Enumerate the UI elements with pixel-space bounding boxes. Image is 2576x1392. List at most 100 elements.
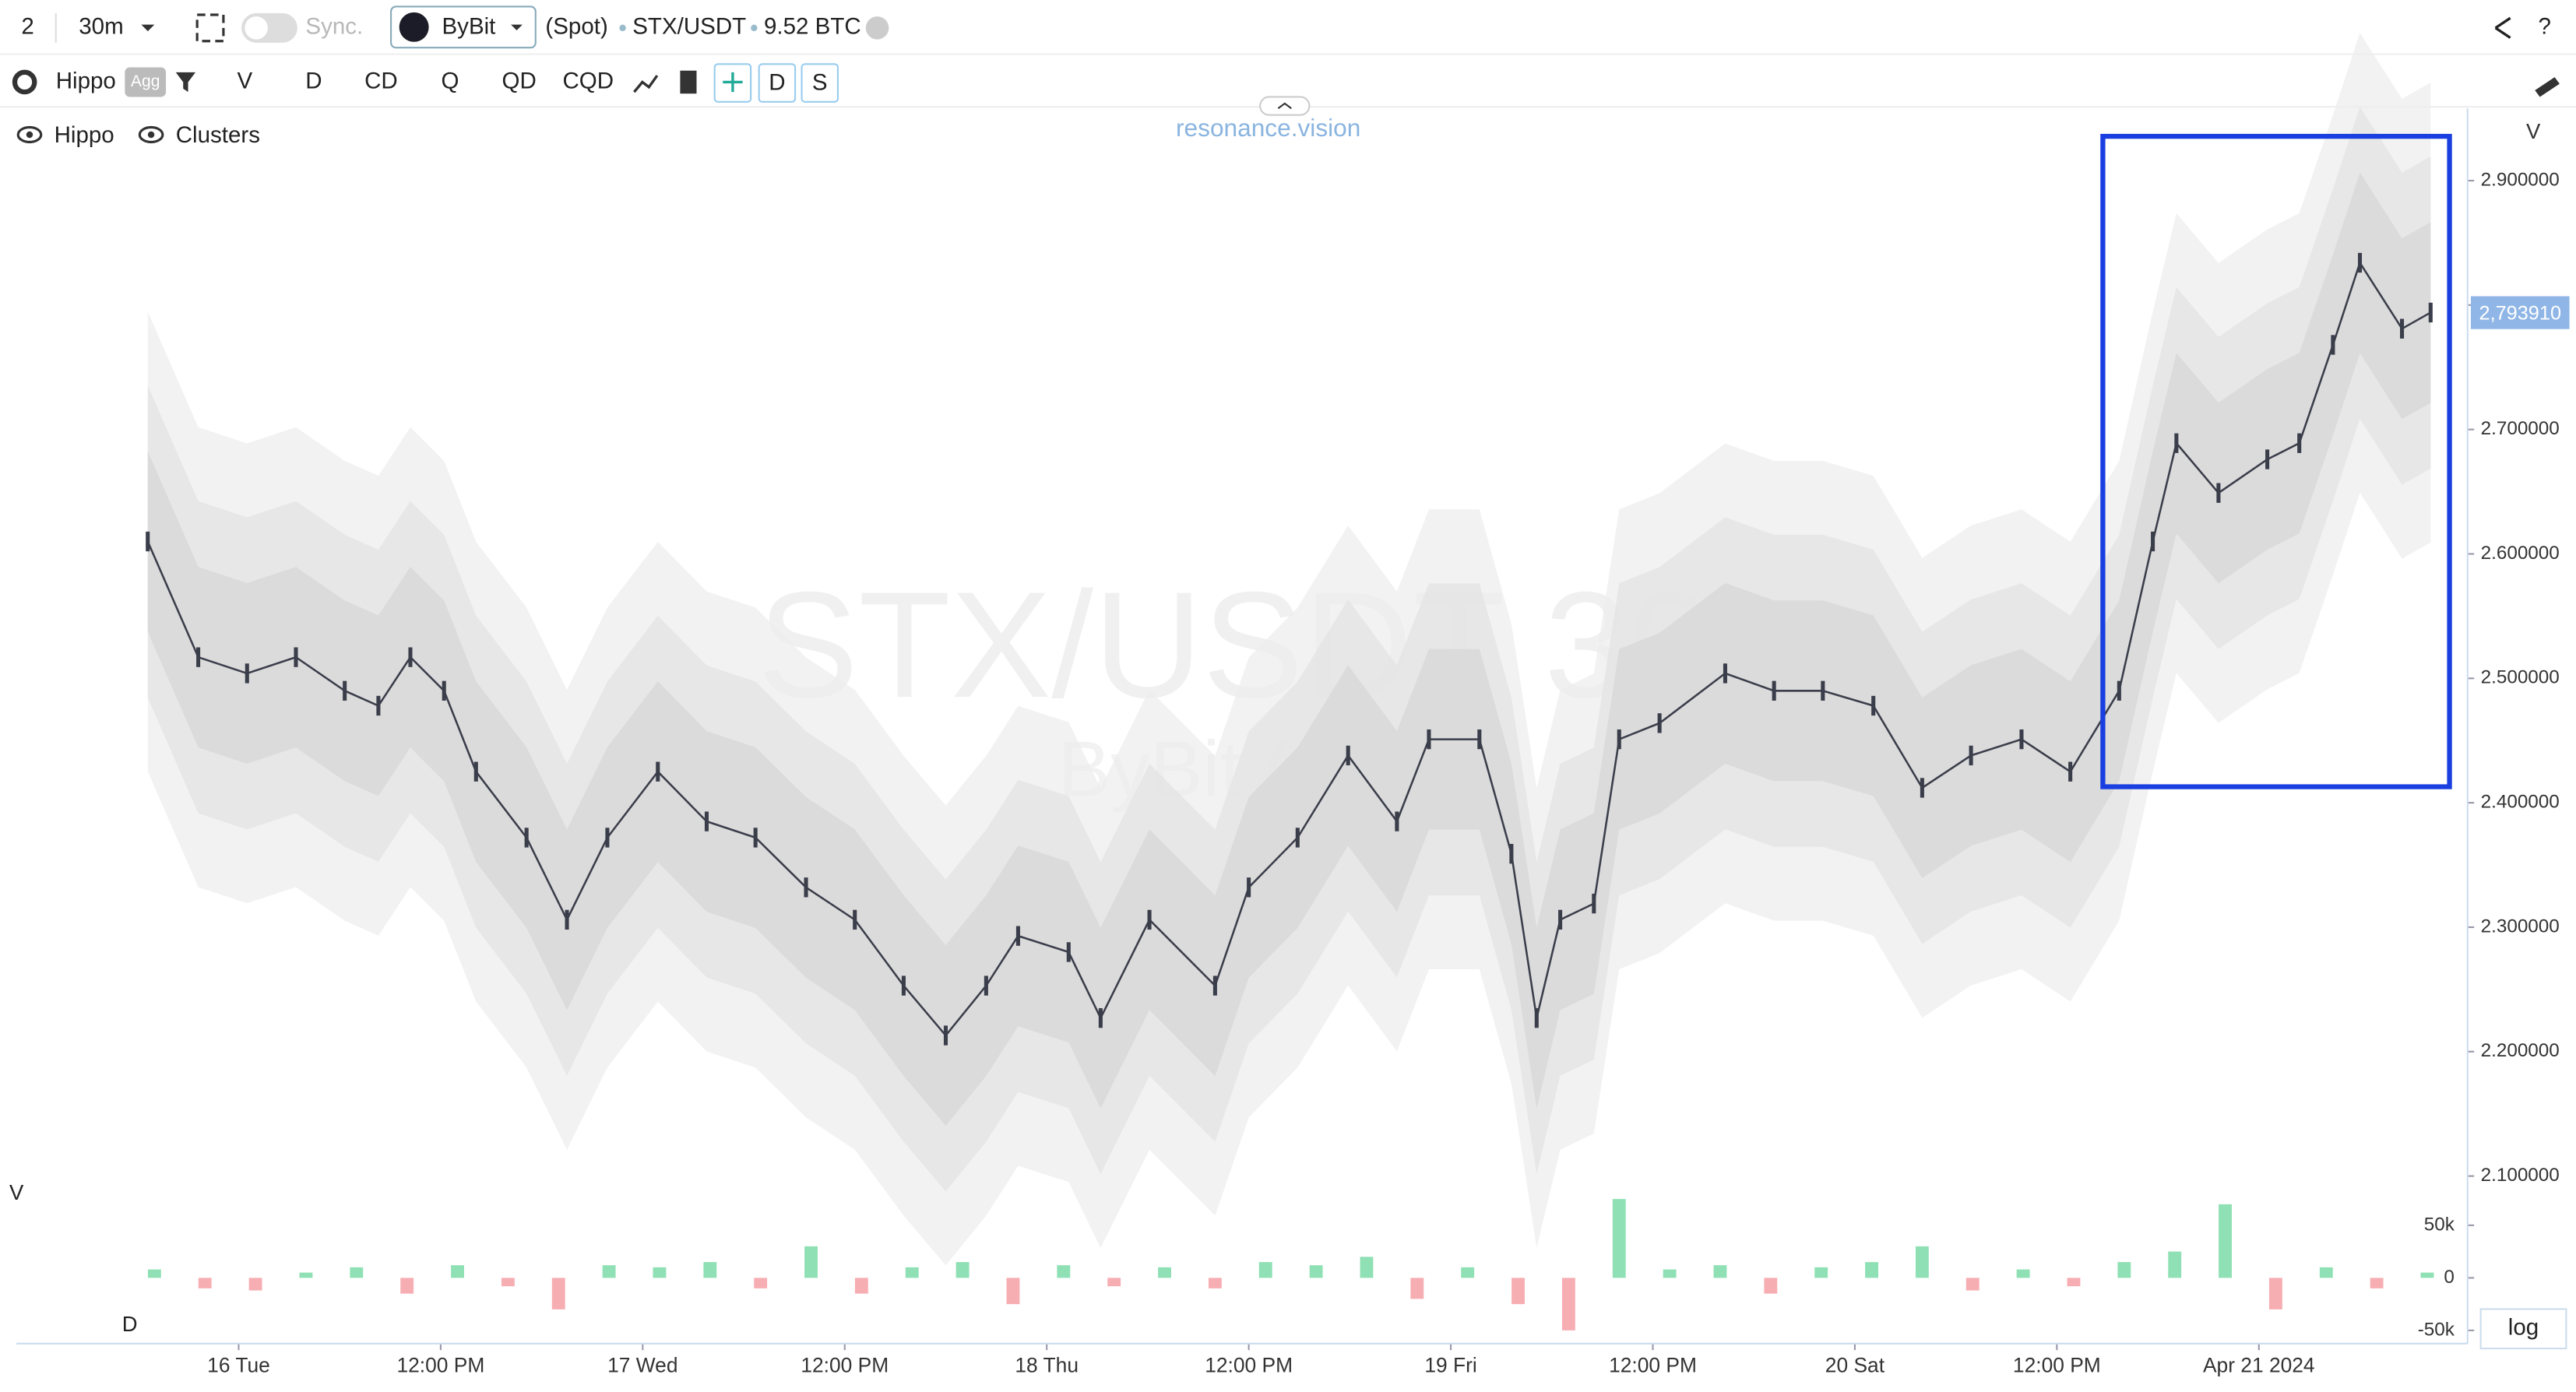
symbol: STX/USDT xyxy=(632,14,746,40)
interval-select[interactable]: 30m xyxy=(79,14,123,40)
help-button[interactable]: ? xyxy=(2538,14,2550,40)
log-button[interactable] xyxy=(2479,1308,2567,1350)
dot xyxy=(619,24,626,32)
delta-bar xyxy=(1663,1269,1677,1278)
delta-bar xyxy=(905,1267,919,1278)
price-point xyxy=(196,647,201,667)
ruler-icon[interactable] xyxy=(2535,77,2560,97)
caret xyxy=(141,24,155,32)
delta-bar xyxy=(2067,1278,2081,1287)
price-point xyxy=(1920,778,1924,798)
legend-item[interactable]: Hippo xyxy=(55,122,114,148)
y-tick-label: 2.900000 xyxy=(2481,169,2560,190)
exchange-logo xyxy=(399,12,429,42)
toggle-button[interactable] xyxy=(801,63,839,103)
price-point xyxy=(2265,449,2270,469)
legend-item[interactable]: Clusters xyxy=(176,122,260,148)
y-tick-label: 0 xyxy=(2444,1267,2454,1288)
toolbar-button[interactable]: CQD xyxy=(562,68,614,93)
price-point xyxy=(1617,729,1621,750)
delta-bar xyxy=(1814,1267,1828,1278)
price-point xyxy=(1558,909,1563,930)
x-tick-label: 12:00 PM xyxy=(2013,1353,2101,1376)
price-point xyxy=(2297,433,2302,453)
indicator-name: Hippo xyxy=(56,68,116,93)
price-point xyxy=(2357,252,2363,273)
price-point xyxy=(442,680,446,701)
y-tick-label: 2.700000 xyxy=(2481,418,2560,439)
delta-bar xyxy=(2319,1267,2333,1278)
agg-label: Agg xyxy=(131,72,160,90)
settings-icon[interactable] xyxy=(12,69,37,95)
document-icon[interactable] xyxy=(680,70,697,94)
price-point xyxy=(1098,1007,1103,1028)
exchange-select[interactable] xyxy=(390,5,537,49)
y-tick-label: 2.500000 xyxy=(2481,667,2560,688)
button-group: V D CD Q QD CQD D S xyxy=(238,63,839,103)
layout-button[interactable]: 2 xyxy=(21,14,33,40)
price-point xyxy=(1247,877,1251,898)
price-point xyxy=(1821,680,1825,701)
eye-pupil xyxy=(147,131,155,139)
delta-bar xyxy=(1764,1278,1778,1294)
price-point xyxy=(2331,335,2335,355)
chevron xyxy=(1277,102,1292,110)
delta-bar xyxy=(854,1278,868,1294)
eye-icon[interactable] xyxy=(138,125,164,144)
delta-bar xyxy=(1208,1278,1222,1288)
line-icon[interactable] xyxy=(633,75,659,93)
delta-bar xyxy=(1057,1265,1071,1278)
eye-icon[interactable] xyxy=(16,125,43,144)
site-watermark: resonance.vision xyxy=(1176,114,1360,142)
y-tick-label: -50k xyxy=(2418,1319,2455,1340)
price-point xyxy=(376,695,381,716)
collapse-handle[interactable] xyxy=(1259,96,1311,116)
price-point xyxy=(2400,318,2405,339)
price-point xyxy=(1477,729,1482,750)
eye-pupil xyxy=(26,131,33,139)
delta-bar xyxy=(2117,1262,2131,1278)
status-dot xyxy=(865,16,889,40)
delta-bar xyxy=(147,1269,161,1278)
toggle-button[interactable] xyxy=(758,63,797,103)
price-point xyxy=(2428,302,2433,323)
price-point xyxy=(1969,745,1973,766)
delta-bar xyxy=(350,1267,364,1278)
y-tick-label: 2.600000 xyxy=(2481,543,2560,564)
price-point xyxy=(2174,433,2179,453)
delta-bar xyxy=(1561,1278,1575,1330)
toolbar-button[interactable]: QD xyxy=(502,68,537,93)
price-point xyxy=(704,811,709,831)
delta-bar xyxy=(1258,1262,1272,1278)
delta-bar xyxy=(1107,1278,1121,1287)
x-tick-label: 12:00 PM xyxy=(1205,1353,1293,1376)
volume: 9.52 BTC xyxy=(764,14,861,40)
delta-bar xyxy=(1965,1278,1980,1291)
toggle-label: S xyxy=(812,69,828,95)
price-point xyxy=(524,828,529,848)
filter-icon[interactable] xyxy=(175,72,196,93)
delta-bar xyxy=(551,1278,565,1309)
y-tick-label: 2.400000 xyxy=(2481,792,2560,813)
toolbar-button[interactable]: V xyxy=(238,68,253,93)
x-tick-label: 20 Sat xyxy=(1825,1353,1885,1376)
agg-badge[interactable] xyxy=(125,67,167,97)
plus xyxy=(723,72,743,93)
price-point xyxy=(943,1025,948,1046)
heatmap-band xyxy=(147,107,2431,1192)
price-point xyxy=(408,647,413,667)
toolbar-button[interactable]: CD xyxy=(364,68,398,93)
delta-bar xyxy=(2016,1269,2030,1278)
delta-bar xyxy=(1410,1278,1424,1299)
toolbar-button[interactable]: Q xyxy=(442,68,459,93)
toolbar-button[interactable]: D xyxy=(305,68,322,93)
price-point xyxy=(1395,811,1399,831)
delta-bar xyxy=(2268,1278,2282,1309)
price-point xyxy=(1509,844,1514,864)
x-tick-label: 19 Fri xyxy=(1424,1353,1476,1376)
share-icon[interactable] xyxy=(2494,16,2511,39)
price-point xyxy=(294,647,298,667)
price-point xyxy=(1212,975,1217,996)
price-point xyxy=(753,828,758,848)
